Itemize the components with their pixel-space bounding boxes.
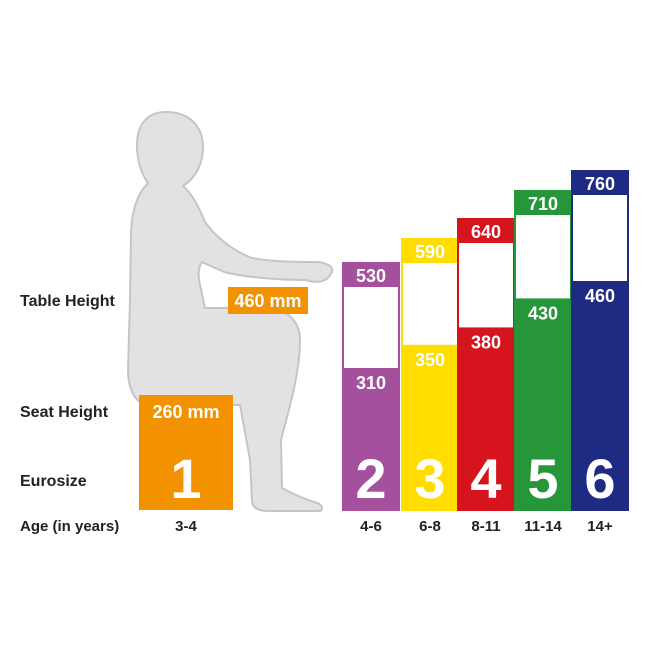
bar-seat-size-5 xyxy=(515,298,571,510)
age-value: 3-4 xyxy=(175,518,197,535)
table-value-label: 460 mm xyxy=(234,291,301,311)
bar-table-size-4 xyxy=(458,219,514,243)
table-value-label: 530 xyxy=(356,266,386,286)
table-height-label: Table Height xyxy=(20,293,115,310)
seat-value-label: 350 xyxy=(415,350,445,370)
eurosize-number: 2 xyxy=(355,447,386,510)
table-value-label: 640 xyxy=(471,222,501,242)
bar-seat-size-2 xyxy=(343,368,399,510)
eurosize-number: 5 xyxy=(527,447,558,510)
bars-group: 260 mm 1 460 mm 530 310 2 590 350 3 640 380 4 710 430… xyxy=(139,170,629,511)
age-value: 6-8 xyxy=(419,518,441,535)
seat-value-label: 430 xyxy=(528,303,558,323)
bar-table-size-2 xyxy=(343,263,399,287)
age-value: 8-11 xyxy=(471,518,501,535)
table-value-label: 710 xyxy=(528,194,558,214)
eurosize-number: 4 xyxy=(470,447,501,510)
eurosize-number: 3 xyxy=(414,447,445,510)
seat-height-label: Seat Height xyxy=(20,404,109,421)
seat-value-label: 380 xyxy=(471,332,501,352)
bar-table-size-5 xyxy=(515,191,571,215)
eurosize-number: 6 xyxy=(584,447,615,510)
age-value: 14+ xyxy=(587,518,613,535)
seat-value-label: 460 xyxy=(585,286,615,306)
bar-seat-size-3 xyxy=(402,344,458,510)
bar-seat-size-6 xyxy=(572,281,628,510)
table-height-marker xyxy=(228,287,308,314)
seat-value-label: 260 mm xyxy=(152,402,219,422)
table-value-label: 590 xyxy=(415,242,445,262)
age-value: 11-14 xyxy=(524,518,562,535)
age-label: Age (in years) xyxy=(20,518,120,535)
bar-seat-size-1 xyxy=(139,395,233,510)
table-value-label: 760 xyxy=(585,174,615,194)
bar-seat-size-4 xyxy=(458,327,514,510)
bar-table-size-3 xyxy=(402,239,458,263)
age-value: 4-6 xyxy=(360,518,382,535)
eurosize-label: Eurosize xyxy=(20,473,87,490)
eurosize-number: 1 xyxy=(170,447,201,510)
seat-value-label: 310 xyxy=(356,373,386,393)
bar-table-size-6 xyxy=(572,171,628,195)
